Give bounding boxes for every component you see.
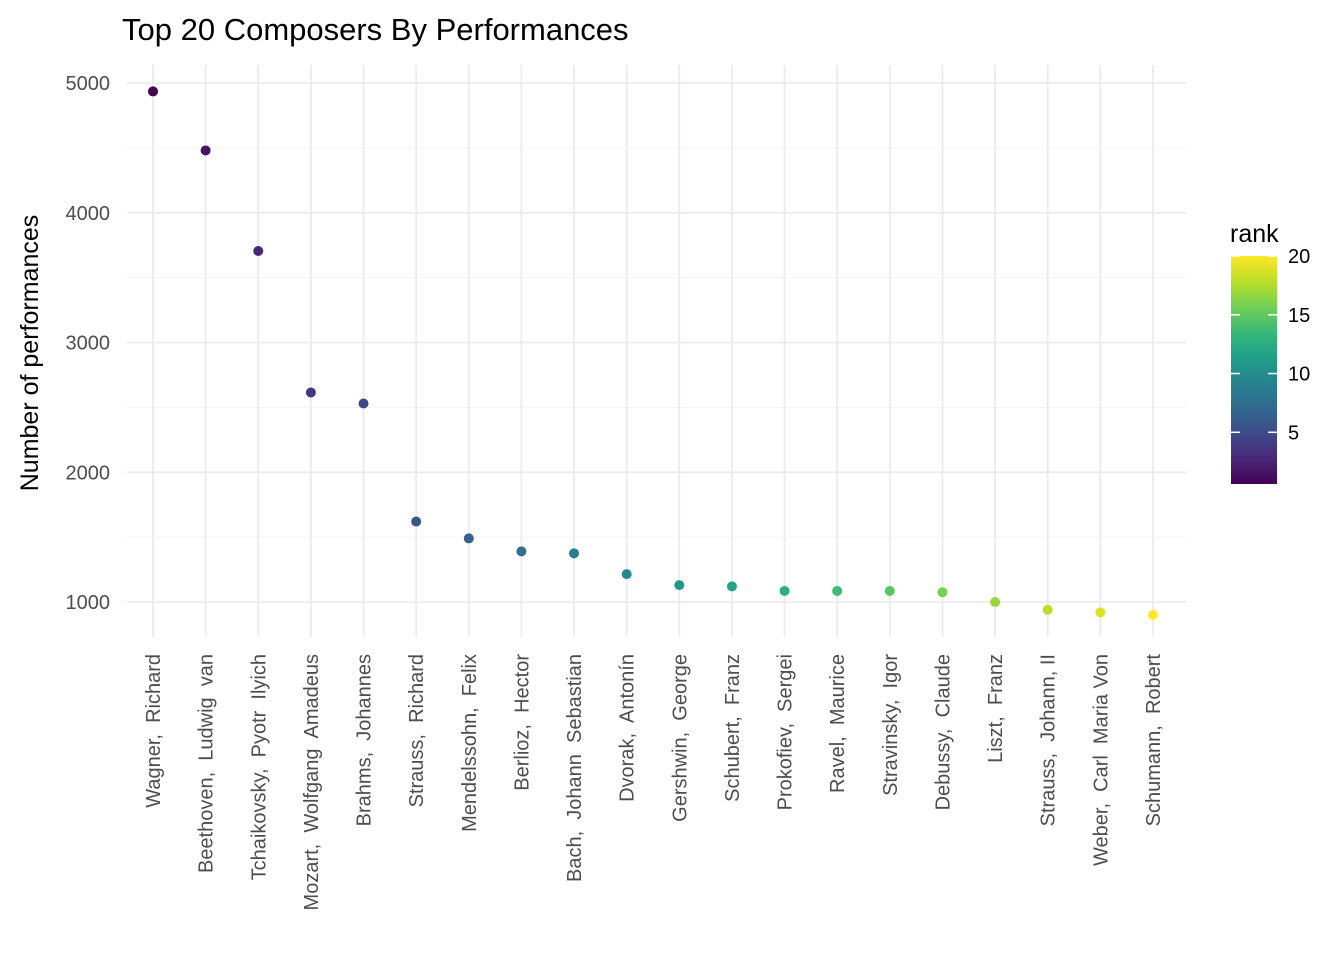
x-tick-label: Wagner, Richard xyxy=(143,654,165,808)
data-point xyxy=(569,548,580,559)
y-tick-label: 4000 xyxy=(66,203,111,225)
x-tick-label: Liszt, Franz xyxy=(985,654,1007,763)
y-tick-label: 5000 xyxy=(66,73,111,95)
data-point xyxy=(463,533,474,544)
data-point xyxy=(779,585,790,596)
gridlines xyxy=(127,65,1186,637)
data-point xyxy=(516,546,527,557)
data-point xyxy=(726,581,737,592)
y-tick-label: 3000 xyxy=(66,333,111,355)
legend-tick-label: 5 xyxy=(1288,422,1299,444)
x-tick-label: Tchaikovsky, Pyotr Ilyich xyxy=(248,654,270,880)
x-tick-label: Berlioz, Hector xyxy=(511,654,533,791)
color-legend: rank 5 10 15 20 xyxy=(1230,220,1310,484)
x-tick-label: Prokofiev, Sergei xyxy=(775,654,797,810)
legend-ticks: 5 10 15 20 xyxy=(1231,246,1310,444)
data-point xyxy=(1095,607,1106,618)
legend-colorbar xyxy=(1231,256,1277,484)
x-tick-label: Dvorak, Antonín xyxy=(617,654,639,802)
x-axis-ticks: Wagner, Richard Beethoven, Ludwig van Tcha… xyxy=(143,654,1165,911)
data-point xyxy=(1042,604,1053,615)
x-tick-label: Beethoven, Ludwig van xyxy=(196,654,218,873)
data-point xyxy=(358,398,369,409)
data-point xyxy=(832,585,843,596)
x-tick-label: Strauss, Richard xyxy=(406,654,428,807)
data-point xyxy=(674,580,685,591)
data-point xyxy=(884,585,895,596)
data-point xyxy=(621,569,632,580)
x-tick-label: Schubert, Franz xyxy=(722,654,744,802)
legend-tick-label: 10 xyxy=(1288,364,1310,386)
data-point xyxy=(200,145,211,156)
y-tick-label: 1000 xyxy=(66,592,111,614)
data-point xyxy=(990,597,1001,607)
data-points xyxy=(148,86,1158,620)
data-point xyxy=(148,86,158,97)
x-tick-label: Weber, Carl Maria Von xyxy=(1090,654,1112,866)
x-tick-label: Stravinsky, Igor xyxy=(880,654,902,796)
x-tick-label: Ravel, Maurice xyxy=(827,654,849,793)
legend-tick-label: 20 xyxy=(1288,246,1310,268)
x-tick-label: Strauss, Johann, II xyxy=(1038,654,1060,826)
legend-tick-label: 15 xyxy=(1288,305,1310,327)
chart-title: Top 20 Composers By Performances xyxy=(122,12,629,47)
x-tick-label: Mendelssohn, Felix xyxy=(459,654,481,832)
y-axis-ticks: 1000 2000 3000 4000 5000 xyxy=(66,73,111,614)
legend-title: rank xyxy=(1230,220,1279,248)
x-tick-label: Gershwin, George xyxy=(669,654,691,822)
x-tick-label: Schumann, Robert xyxy=(1143,654,1165,827)
data-point xyxy=(937,587,948,598)
x-tick-label: Debussy, Claude xyxy=(932,654,954,810)
data-point xyxy=(1147,609,1158,620)
data-point xyxy=(305,387,316,398)
x-tick-label: Brahms, Johannes xyxy=(354,654,376,826)
y-tick-label: 2000 xyxy=(66,462,111,484)
data-point xyxy=(411,516,422,527)
data-point xyxy=(253,246,264,257)
x-tick-label: Mozart, Wolfgang Amadeus xyxy=(301,654,323,910)
x-tick-label: Bach, Johann Sebastian xyxy=(564,654,586,882)
y-axis-label: Number of performances xyxy=(16,215,44,492)
